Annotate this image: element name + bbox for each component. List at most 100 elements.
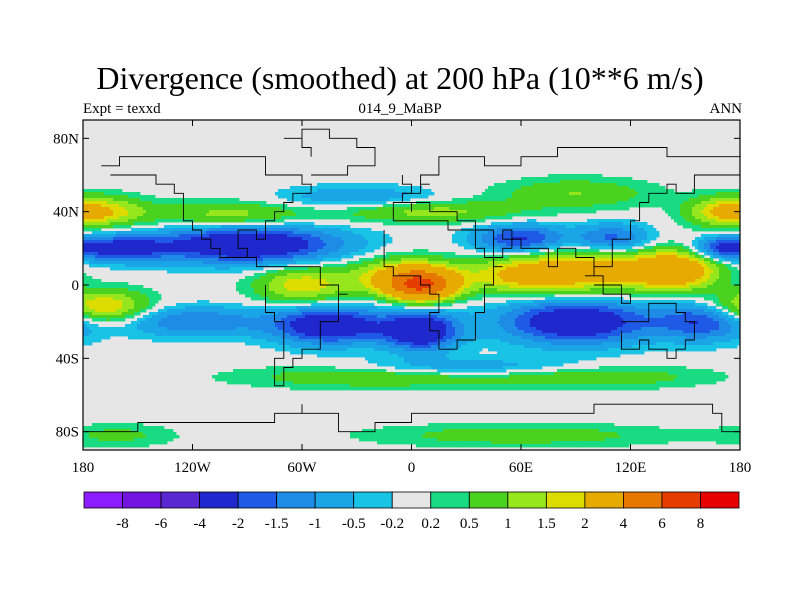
contour-cell <box>329 195 333 199</box>
contour-cell <box>161 243 165 247</box>
contour-cell <box>542 213 546 217</box>
contour-cell <box>737 192 740 196</box>
contour-cell <box>194 198 198 202</box>
contour-cell <box>212 225 216 229</box>
contour-cell <box>209 249 213 253</box>
contour-cell <box>122 231 126 235</box>
contour-cell <box>290 255 294 259</box>
contour-cell <box>140 207 144 211</box>
contour-cell <box>554 234 558 238</box>
contour-cell <box>281 213 285 217</box>
contour-cell <box>641 234 645 238</box>
contour-cell <box>149 210 153 214</box>
contour-cell <box>698 189 702 193</box>
contour-cell <box>194 213 198 217</box>
contour-cell <box>266 231 270 235</box>
contour-cell <box>551 186 555 190</box>
contour-cell <box>728 198 732 202</box>
contour-cell <box>596 249 600 253</box>
contour-cell <box>590 180 594 184</box>
contour-cell <box>167 252 171 256</box>
contour-cell <box>281 264 285 268</box>
contour-cell <box>203 246 207 250</box>
contour-cell <box>548 174 552 178</box>
contour-cell <box>167 234 171 238</box>
contour-cell <box>587 198 591 202</box>
contour-cell <box>326 237 330 241</box>
contour-cell <box>722 240 726 244</box>
contour-cell <box>656 189 660 193</box>
contour-cell <box>176 264 180 268</box>
contour-cell <box>293 207 297 211</box>
contour-cell <box>101 252 105 256</box>
contour-cell <box>482 198 486 202</box>
contour-cell <box>200 201 204 205</box>
contour-cell <box>143 261 147 265</box>
contour-cell <box>467 231 471 235</box>
contour-cell <box>716 201 720 205</box>
contour-cell <box>671 249 675 253</box>
contour-cell <box>359 252 363 256</box>
contour-cell <box>587 222 591 226</box>
contour-cell <box>557 225 561 229</box>
contour-cell <box>353 237 357 241</box>
contour-cell <box>275 252 279 256</box>
contour-cell <box>353 186 357 190</box>
contour-cell <box>623 258 627 262</box>
contour-cell <box>653 186 657 190</box>
contour-cell <box>488 192 492 196</box>
contour-cell <box>308 186 312 190</box>
contour-cell <box>113 204 117 208</box>
contour-cell <box>548 201 552 205</box>
contour-cell <box>482 264 486 268</box>
contour-cell <box>626 222 630 226</box>
contour-cell <box>248 261 252 265</box>
contour-cell <box>230 219 234 223</box>
contour-cell <box>365 189 369 193</box>
contour-cell <box>221 225 225 229</box>
contour-cell <box>455 222 459 226</box>
contour-cell <box>215 225 219 229</box>
contour-cell <box>149 243 153 247</box>
contour-cell <box>521 183 525 187</box>
contour-cell <box>656 234 660 238</box>
contour-cell <box>278 216 282 220</box>
contour-cell <box>623 234 627 238</box>
contour-cell <box>710 237 714 241</box>
contour-cell <box>242 249 246 253</box>
contour-cell <box>146 201 150 205</box>
contour-cell <box>593 243 597 247</box>
contour-cell <box>263 207 267 211</box>
contour-cell <box>206 240 210 244</box>
contour-cell <box>560 249 564 253</box>
contour-cell <box>326 249 330 253</box>
contour-cell <box>602 177 606 181</box>
contour-cell <box>128 225 132 229</box>
contour-cell <box>515 204 519 208</box>
contour-cell <box>194 207 198 211</box>
contour-cell <box>386 237 390 241</box>
contour-cell <box>95 228 99 232</box>
contour-cell <box>605 237 609 241</box>
contour-cell <box>92 204 96 208</box>
contour-cell <box>662 258 666 262</box>
contour-cell <box>506 249 510 253</box>
contour-cell <box>455 240 459 244</box>
contour-cell <box>92 258 96 262</box>
contour-cell <box>173 237 177 241</box>
contour-cell <box>518 237 522 241</box>
contour-cell <box>647 189 651 193</box>
contour-cell <box>440 261 444 265</box>
contour-cell <box>425 252 429 256</box>
contour-cell <box>641 264 645 268</box>
contour-cell <box>377 183 381 187</box>
contour-cell <box>545 261 549 265</box>
contour-cell <box>428 252 432 256</box>
contour-cell <box>140 234 144 238</box>
contour-cell <box>599 255 603 259</box>
contour-cell <box>575 258 579 262</box>
contour-cell <box>128 207 132 211</box>
contour-cell <box>245 219 249 223</box>
contour-cell <box>623 225 627 229</box>
contour-cell <box>332 225 336 229</box>
